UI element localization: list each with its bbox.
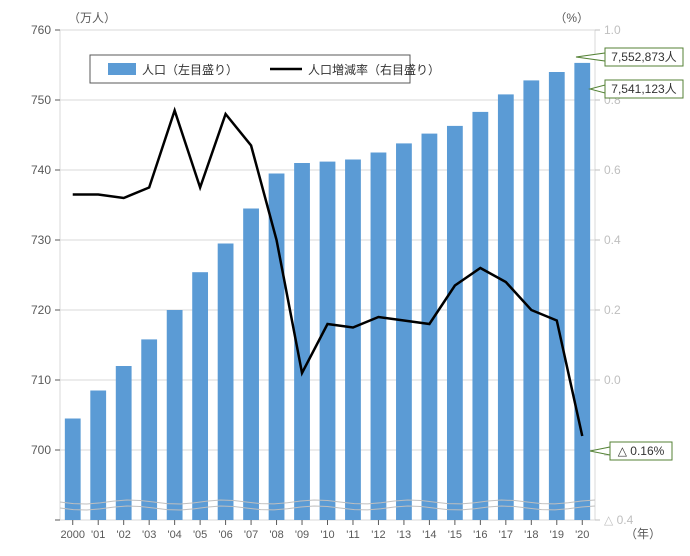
svg-text:'16: '16 (473, 529, 487, 541)
bar (218, 244, 234, 521)
svg-text:'19: '19 (550, 529, 564, 541)
svg-text:'17: '17 (499, 529, 513, 541)
svg-text:0.4: 0.4 (604, 233, 621, 247)
bar (345, 160, 361, 521)
svg-text:7,541,123人: 7,541,123人 (611, 82, 676, 96)
svg-text:'01: '01 (91, 529, 105, 541)
svg-text:'20: '20 (575, 529, 589, 541)
bar (116, 366, 132, 520)
svg-text:750: 750 (31, 93, 51, 107)
svg-text:'12: '12 (371, 529, 385, 541)
legend-label-bar: 人口（左目盛り） (142, 62, 238, 77)
svg-text:'04: '04 (167, 529, 181, 541)
bar (90, 391, 106, 521)
bar (498, 94, 514, 520)
svg-text:'10: '10 (320, 529, 334, 541)
bar (65, 419, 81, 521)
legend-label-line: 人口増減率（右目盛り） (308, 62, 440, 77)
bar (447, 126, 463, 520)
y-right-label: （%） (554, 11, 589, 25)
svg-text:'02: '02 (117, 529, 131, 541)
svg-text:730: 730 (31, 233, 51, 247)
svg-text:'15: '15 (448, 529, 462, 541)
svg-text:'08: '08 (269, 529, 283, 541)
svg-text:'09: '09 (295, 529, 309, 541)
bar (192, 272, 208, 520)
svg-text:'14: '14 (422, 529, 436, 541)
svg-text:△ 0.4: △ 0.4 (604, 513, 634, 527)
svg-text:'06: '06 (218, 529, 232, 541)
bar (574, 63, 590, 520)
svg-text:'18: '18 (524, 529, 538, 541)
svg-text:2000: 2000 (60, 529, 84, 541)
svg-text:'03: '03 (142, 529, 156, 541)
bar (269, 174, 285, 521)
bar (549, 72, 565, 520)
bar (472, 112, 488, 520)
y-left-label: （万人） (68, 11, 116, 25)
svg-text:760: 760 (31, 23, 51, 37)
svg-text:740: 740 (31, 163, 51, 177)
svg-text:1.0: 1.0 (604, 23, 621, 37)
bar (167, 310, 183, 520)
callout: △ 0.16% (590, 442, 672, 460)
svg-text:710: 710 (31, 373, 51, 387)
svg-text:700: 700 (31, 443, 51, 457)
bar (141, 339, 157, 520)
chart-container: 700710720730740750760△ 0.4△ 0.20.00.20.4… (0, 0, 690, 556)
svg-text:720: 720 (31, 303, 51, 317)
svg-text:'05: '05 (193, 529, 207, 541)
bar (243, 209, 259, 521)
svg-text:△ 0.16%: △ 0.16% (618, 444, 665, 458)
chart-svg: 700710720730740750760△ 0.4△ 0.20.00.20.4… (0, 0, 690, 556)
svg-text:0.0: 0.0 (604, 373, 621, 387)
bar (371, 153, 387, 521)
svg-text:'11: '11 (346, 529, 360, 541)
svg-text:7,552,873人: 7,552,873人 (611, 50, 676, 64)
bar (523, 80, 539, 520)
svg-text:'13: '13 (397, 529, 411, 541)
bar (396, 143, 412, 520)
x-label: （年） (625, 527, 661, 541)
svg-text:'07: '07 (244, 529, 258, 541)
legend-swatch-bar (108, 63, 136, 75)
svg-text:0.2: 0.2 (604, 303, 621, 317)
svg-text:0.6: 0.6 (604, 163, 621, 177)
bar (320, 162, 336, 520)
bar (422, 134, 438, 520)
